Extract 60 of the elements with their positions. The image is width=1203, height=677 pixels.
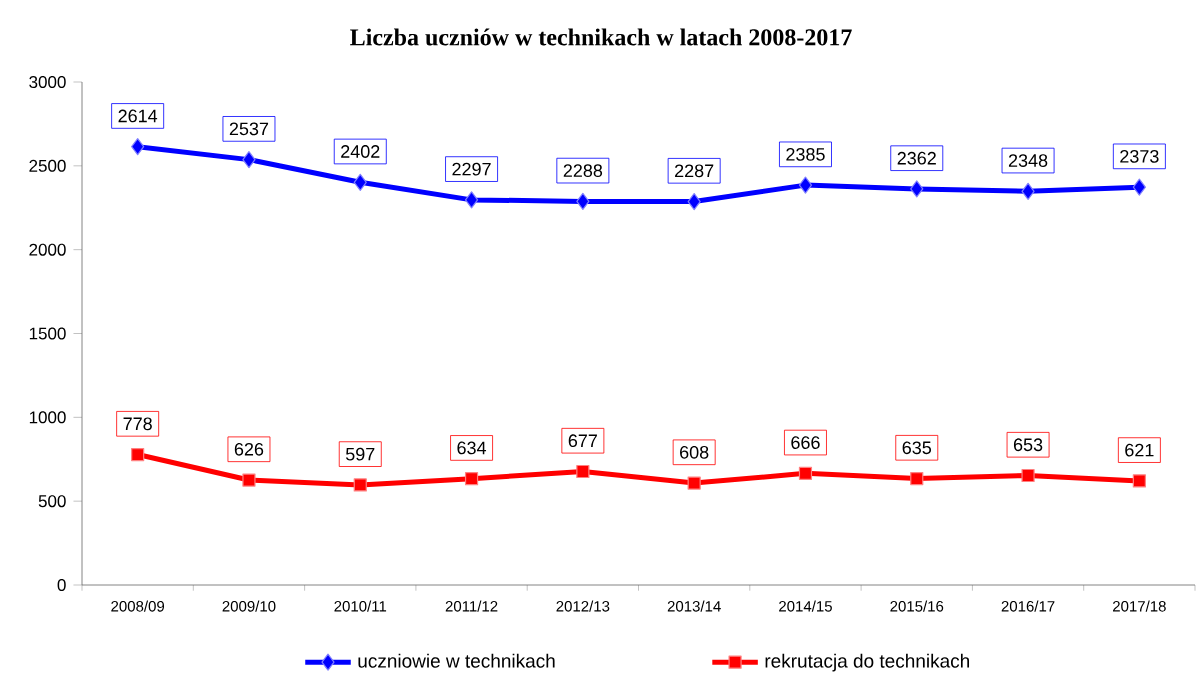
point (353, 478, 367, 492)
point (798, 466, 813, 480)
x-tick-label: 2013/14 (667, 600, 721, 612)
point (1132, 178, 1146, 196)
point (910, 471, 924, 486)
data-label: 2348 (1008, 154, 1048, 167)
x-tick-label: 2008/09 (111, 600, 165, 612)
x-tick-label: 2012/13 (556, 600, 610, 612)
data-label: 2402 (341, 145, 380, 158)
point (464, 191, 479, 209)
x-tick-label: 2014/15 (779, 600, 832, 612)
data-label: 634 (457, 441, 487, 455)
data-label: 653 (1013, 438, 1043, 452)
data-label: 2362 (897, 151, 936, 165)
y-tick-label: 500 (38, 495, 66, 508)
data-label: 778 (123, 417, 152, 431)
data-label: 621 (1125, 443, 1154, 457)
data-label: 626 (234, 442, 264, 456)
data-label: 2537 (229, 122, 269, 136)
data-label: 597 (345, 447, 375, 461)
y-tick-label: 0 (57, 579, 66, 592)
point (353, 173, 367, 191)
x-tick-label: 2009/10 (222, 600, 276, 612)
point (131, 447, 145, 462)
y-tick-label: 2500 (29, 159, 66, 172)
y-tick-label: 3000 (29, 76, 66, 89)
point (242, 473, 256, 487)
data-label: 2373 (1120, 149, 1159, 163)
legend-label: uczniowie w technikach (358, 653, 555, 668)
chart-title: Liczba uczniów w technikach w latach 2008-2017 (350, 28, 852, 46)
data-label: 2385 (786, 147, 825, 161)
point (1021, 468, 1035, 483)
point (576, 192, 590, 210)
point (798, 176, 813, 194)
point (242, 151, 256, 169)
point (576, 464, 590, 479)
data-label: 635 (902, 441, 932, 455)
x-tick-label: 2016/17 (1001, 600, 1055, 612)
x-tick-label: 2011/12 (445, 600, 498, 612)
data-label: 666 (791, 436, 820, 449)
data-label: 2297 (452, 162, 491, 176)
x-tick-label: 2010/11 (334, 600, 387, 612)
data-label: 2287 (675, 164, 714, 178)
y-tick-label: 2000 (29, 243, 66, 256)
data-label: 2288 (563, 164, 603, 177)
data-label: 608 (680, 445, 709, 459)
y-tick-label: 1500 (29, 327, 66, 340)
point (687, 192, 701, 211)
y-tick-label: 1000 (29, 411, 66, 424)
point (687, 476, 701, 490)
point (131, 138, 145, 156)
data-label: 2614 (118, 109, 158, 123)
legend-label: rekrutacja do technikach (765, 653, 970, 672)
data-label: 677 (568, 434, 597, 448)
x-tick-label: 2017/18 (1113, 600, 1166, 612)
point (1132, 474, 1146, 488)
point (910, 180, 924, 198)
point (1021, 182, 1035, 200)
x-tick-label: 2015/16 (890, 600, 944, 612)
point (464, 472, 479, 486)
